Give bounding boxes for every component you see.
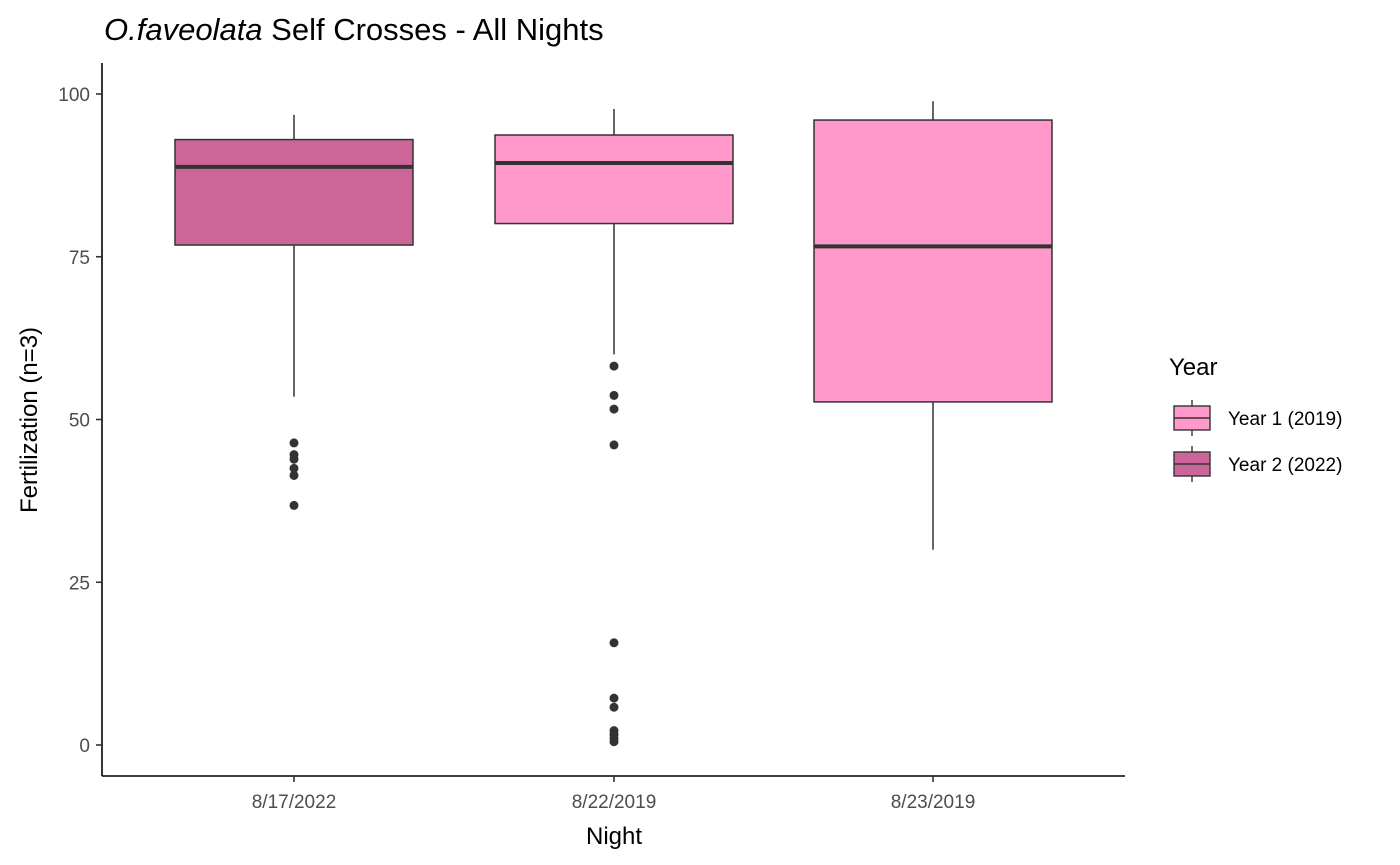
chart-title-italic: O.faveolata [104,12,263,47]
legend-label: Year 1 (2019) [1228,409,1342,430]
legend-item: Year 2 (2022) [1173,446,1342,482]
outlier-point [609,361,619,371]
outlier-point [609,440,619,450]
box-group [494,108,734,747]
legend: Year Year 1 (2019) Year 2 (2022) [1169,354,1342,482]
outlier-point [289,438,299,448]
legend-label: Year 2 (2022) [1228,455,1342,476]
outlier-point [289,500,299,510]
chart-title-rest: Self Crosses - All Nights [263,12,604,47]
y-tick-label: 25 [69,573,90,594]
plot-area [174,101,1053,747]
outlier-point [289,470,299,480]
outlier-point [609,702,619,712]
box-iqr [494,134,734,225]
legend-title: Year [1169,354,1218,381]
outlier-point [289,454,299,464]
box-group [174,114,414,510]
outlier-point [609,404,619,414]
y-tick-label: 0 [79,736,90,757]
y-tick-label: 75 [69,248,90,269]
outlier-point [609,693,619,703]
chart-title: O.faveolata Self Crosses - All Nights [104,12,604,47]
box-iqr [174,138,414,246]
outlier-point [609,390,619,400]
legend-item: Year 1 (2019) [1173,400,1342,436]
box-iqr [813,119,1053,403]
outlier-point [289,463,299,473]
y-tick-label: 100 [58,85,90,106]
x-tick-label: 8/17/2022 [252,792,337,813]
outlier-point [609,737,619,747]
x-axis-title: Night [586,823,642,850]
y-tick-label: 50 [69,411,90,432]
axes: 0 25 50 75 100 8/17/2022 8/22/2019 8/23/2019 [58,63,1125,813]
y-axis-title: Fertilization (n=3) [16,327,43,513]
x-tick-label: 8/23/2019 [891,792,976,813]
box-group [813,101,1053,550]
x-tick-label: 8/22/2019 [572,792,657,813]
outlier-point [609,638,619,648]
